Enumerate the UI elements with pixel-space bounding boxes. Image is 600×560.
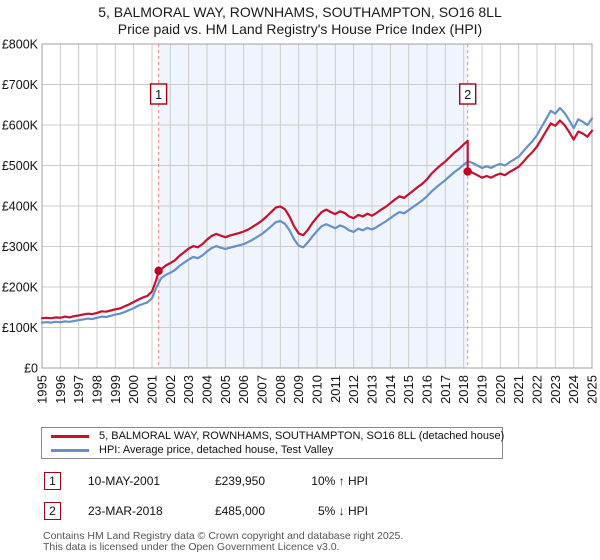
legend-row-price-paid: 5, BALMORAL WAY, ROWNHAMS, SOUTHAMPTON, …: [42, 430, 505, 442]
y-axis-tick-label: £800K: [2, 38, 39, 52]
x-axis-tick-label: 2009: [291, 375, 306, 404]
copyright-line-2: This data is licensed under the Open Gov…: [43, 541, 340, 553]
price-chart: 1 2 £0 £100K £200K £300K £400K £500K £600K £700K £…: [2, 38, 600, 404]
legend-label-hpi: HPI: Average price, detached house, Test…: [99, 444, 334, 456]
x-axis-tick-label: 1998: [90, 375, 105, 404]
red-line-swatch: [51, 434, 89, 438]
plot-border: [41, 43, 593, 369]
x-axis-tick-label: 2005: [218, 375, 233, 404]
x-axis-tick-label: 2023: [548, 375, 563, 404]
sale-row-1: 1 10-MAY-2001 £239,950 10% ↑ HPI: [0, 472, 600, 490]
y-axis-tick-label: £0: [24, 362, 38, 376]
legend-row-hpi: HPI: Average price, detached house, Test…: [42, 444, 502, 456]
series-line-hpi: [40, 106, 594, 324]
sale-1-hpi-comparison: 10% ↑ HPI: [311, 474, 368, 488]
page-title: 5, BALMORAL WAY, ROWNHAMS, SOUTHAMPTON, …: [98, 4, 502, 20]
sale-row-2: 2 23-MAR-2018 £485,000 5% ↓ HPI: [0, 502, 600, 520]
y-axis-tick-label: £400K: [2, 200, 39, 214]
y-axis-tick-label: £200K: [2, 281, 39, 295]
x-axis-tick-label: 2020: [493, 375, 508, 404]
series-line-price-paid: [40, 119, 594, 320]
x-axis-tick-label: 2019: [475, 375, 490, 404]
x-axis-tick-label: 1999: [108, 375, 123, 404]
sale-2-date: 23-MAR-2018: [88, 504, 163, 518]
x-axis-tick-label: 2002: [163, 375, 178, 404]
sale-2-price: £485,000: [214, 504, 265, 518]
x-axis-tick-label: 2013: [365, 375, 380, 404]
x-axis-tick-label: 2000: [126, 375, 141, 404]
sale-marker-label: 1: [155, 88, 162, 102]
x-axis-tick-label: 2001: [145, 375, 160, 404]
x-axis-tick-label: 1995: [35, 375, 50, 404]
x-axis-tick-label: 2014: [383, 375, 398, 404]
y-axis-tick-label: £100K: [2, 321, 39, 335]
x-axis-tick-label: 2010: [310, 375, 325, 404]
sale-marker-label: 2: [464, 88, 471, 102]
x-axis-tick-label: 2003: [181, 375, 196, 404]
x-axis-tick-label: 2021: [511, 375, 526, 404]
x-axis-tick-label: 2017: [438, 375, 453, 404]
x-axis-tick-label: 2008: [273, 375, 288, 404]
sale-marker-box: [459, 83, 477, 105]
legend-label-price-paid: 5, BALMORAL WAY, ROWNHAMS, SOUTHAMPTON, …: [99, 430, 505, 442]
x-axis-tick-label: 2015: [401, 375, 416, 404]
x-axis-tick-label: 1996: [53, 375, 68, 404]
blue-line-swatch: [51, 448, 89, 452]
sale-point-dot: [463, 167, 472, 176]
x-axis-tick-label: 1997: [71, 375, 86, 404]
x-axis-tick-label: 2006: [236, 375, 251, 404]
sale-1-price: £239,950: [214, 474, 265, 488]
x-axis-tick-label: 2007: [255, 375, 270, 404]
sale-marker-box: [149, 83, 168, 105]
x-axis-tick-label: 2011: [328, 375, 343, 403]
copyright-line-1: Contains HM Land Registry data © Crown c…: [43, 530, 404, 542]
x-axis-tick-label: 2012: [346, 375, 361, 404]
x-axis-tick-label: 2016: [420, 375, 435, 404]
sale-2-number-badge: 2: [44, 502, 61, 520]
chart-legend: 5, BALMORAL WAY, ROWNHAMS, SOUTHAMPTON, …: [41, 427, 505, 459]
page-subtitle: Price paid vs. HM Land Registry's House …: [117, 21, 483, 37]
x-axis-tick-label: 2025: [585, 375, 600, 404]
y-axis-tick-label: £500K: [2, 159, 39, 173]
x-axis-tick-label: 2024: [566, 375, 581, 404]
sale-point-dot: [154, 266, 163, 276]
sale-2-hpi-comparison: 5% ↓ HPI: [317, 504, 368, 518]
x-axis-tick-label: 2018: [456, 375, 471, 404]
y-axis-tick-label: £600K: [2, 119, 39, 133]
sale-1-number-badge: 1: [44, 472, 61, 490]
x-axis-tick-label: 2004: [200, 375, 215, 404]
y-axis-tick-label: £300K: [2, 240, 39, 254]
y-axis-tick-label: £700K: [2, 78, 39, 92]
x-axis-tick-label: 2022: [530, 375, 545, 404]
sale-1-date: 10-MAY-2001: [88, 474, 161, 488]
